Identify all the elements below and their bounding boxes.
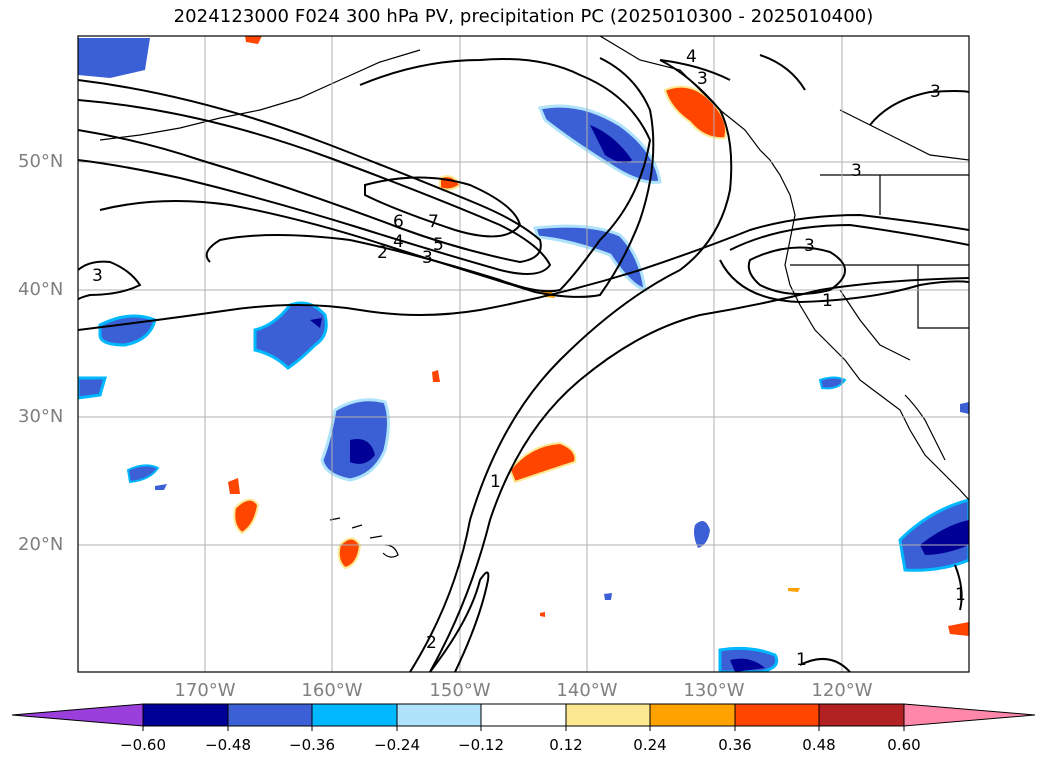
contour-label: 3 [697, 69, 708, 89]
contour-label: 2 [426, 633, 437, 653]
contour-label: 3 [930, 82, 941, 102]
map-title: 2024123000 F024 300 hPa PV, precipitatio… [173, 6, 874, 27]
colorbar-segment [818, 703, 905, 727]
colorbar-tick-label: −0.36 [289, 736, 335, 754]
contour-label: 3 [804, 236, 815, 256]
coastlines [99, 36, 969, 558]
colorbar-tick-label: 0.48 [802, 736, 836, 754]
colorbar-tick-label: 0.60 [887, 736, 921, 754]
colorbar-segment [565, 703, 651, 727]
lon-label: 170°W [174, 680, 236, 701]
colorbar-tick-label: 0.12 [549, 736, 583, 754]
colorbar-segment [227, 703, 313, 727]
colorbar-ticks [142, 726, 905, 731]
lon-label: 130°W [683, 680, 745, 701]
colorbar-tick-label: 0.24 [633, 736, 667, 754]
colorbar [11, 703, 1036, 727]
contour-label: 6 [393, 212, 404, 232]
map-plot-area [78, 36, 969, 672]
precip-negative-areas [78, 38, 969, 672]
lat-label: 50°N [18, 151, 64, 172]
lon-label: 150°W [429, 680, 491, 701]
colorbar-extend-high [903, 703, 1036, 727]
colorbar-tick-label: −0.24 [374, 736, 420, 754]
lat-label: 40°N [18, 279, 64, 300]
lon-label: 120°W [811, 680, 873, 701]
contour-label: 2 [377, 243, 388, 263]
contour-label: 3 [422, 248, 433, 268]
colorbar-tick-label: −0.60 [120, 736, 166, 754]
contour-label: 1 [796, 650, 807, 670]
precip-positive-areas [228, 36, 969, 636]
colorbar-segment [649, 703, 736, 727]
contour-label: 1 [955, 585, 966, 605]
lon-label: 160°W [301, 680, 363, 701]
colorbar-tick-label: −0.12 [458, 736, 504, 754]
colorbar-segment [734, 703, 820, 727]
contour-label: 4 [686, 47, 697, 67]
lat-label: 30°N [18, 406, 64, 427]
colorbar-segment [396, 703, 482, 727]
contour-label: 3 [92, 266, 103, 286]
contour-label: 7 [428, 212, 439, 232]
map-frame [77, 35, 970, 673]
contour-label: 5 [433, 235, 444, 255]
contour-label: 1 [822, 291, 833, 311]
colorbar-segment [142, 703, 229, 727]
colorbar-tick-label: −0.48 [205, 736, 251, 754]
contour-label: 1 [490, 472, 501, 492]
colorbar-segment [311, 703, 398, 727]
contour-labels: 4 3 3 6 7 4 5 2 3 3 3 1 3 1 2 1 1 [92, 47, 966, 670]
lon-label: 140°W [556, 680, 618, 701]
colorbar-extend-low [11, 703, 144, 727]
colorbar-tick-label: 0.36 [718, 736, 752, 754]
contour-label: 4 [393, 232, 404, 252]
contour-label: 3 [851, 161, 862, 181]
pv-contours [78, 54, 969, 672]
colorbar-segment [480, 703, 567, 727]
lat-label: 20°N [18, 534, 64, 555]
